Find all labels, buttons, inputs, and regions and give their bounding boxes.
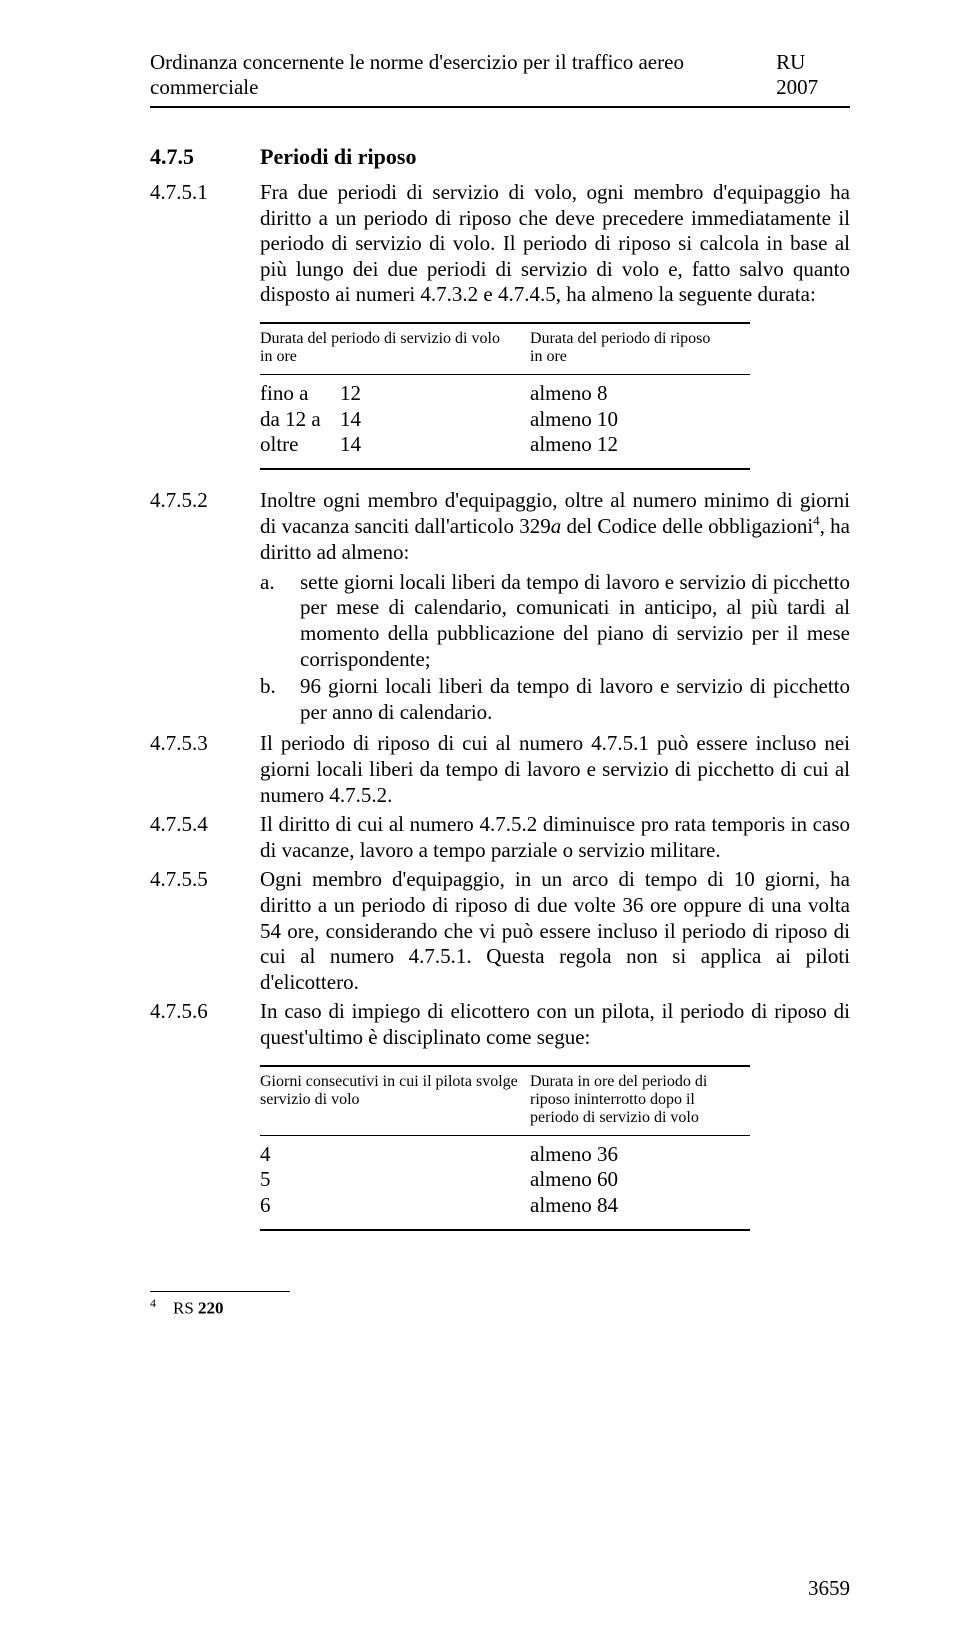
- section-4754-text: Il diritto di cui al numero 4.7.5.2 dimi…: [260, 812, 850, 863]
- s4752-b-letter: b.: [260, 674, 300, 725]
- footnote-label: RS: [173, 1298, 198, 1317]
- t2-r1-c2: almeno 60: [530, 1167, 750, 1193]
- section-4755-num: 4.7.5.5: [150, 867, 260, 995]
- footnote-bold: 220: [198, 1298, 224, 1317]
- s4752-list: a. sette giorni locali liberi da tempo d…: [260, 570, 850, 726]
- table-2-head-col2: Durata in ore del periodo di riposo inin…: [530, 1073, 750, 1127]
- t1-r1-c1: da 12 a: [260, 407, 340, 433]
- table-1-head-col2: Durata del periodo di riposo in ore: [530, 330, 750, 366]
- table-1: Durata del periodo di servizio di volo i…: [260, 322, 750, 470]
- section-4751-num: 4.7.5.1: [150, 180, 260, 308]
- section-4753-text: Il periodo di riposo di cui al numero 4.…: [260, 731, 850, 808]
- table-2: Giorni consecutivi in cui il pilota svol…: [260, 1065, 750, 1231]
- section-4751: 4.7.5.1 Fra due periodi di servizio di v…: [150, 180, 850, 308]
- section-4754-num: 4.7.5.4: [150, 812, 260, 863]
- table-1-body: fino a 12 almeno 8 da 12 a 14 almeno 10 …: [260, 375, 750, 468]
- t1-r0-c2: 12: [340, 381, 530, 407]
- section-475-title: Periodi di riposo: [260, 144, 850, 170]
- section-4756-num: 4.7.5.6: [150, 999, 260, 1050]
- table-1-head: Durata del periodo di servizio di volo i…: [260, 324, 750, 374]
- footnote-rule: [150, 1291, 290, 1292]
- t2-r2-c1: 6: [260, 1193, 530, 1219]
- t1-r2-c1: oltre: [260, 432, 340, 458]
- table-2-body: 4 almeno 36 5 almeno 60 6 almeno 84: [260, 1136, 750, 1229]
- t2-r0-c2: almeno 36: [530, 1142, 750, 1168]
- table-row: 4 almeno 36: [260, 1142, 750, 1168]
- table-row: oltre 14 almeno 12: [260, 432, 750, 458]
- t2-h2-l2: riposo ininterrotto dopo il: [530, 1091, 695, 1108]
- table-1-h2-l1: Durata del periodo di riposo: [530, 330, 710, 347]
- section-4753-num: 4.7.5.3: [150, 731, 260, 808]
- header-left: Ordinanza concernente le norme d'eserciz…: [150, 50, 776, 100]
- table-2-head-col1: Giorni consecutivi in cui il pilota svol…: [260, 1073, 530, 1127]
- section-4756: 4.7.5.6 In caso di impiego di elicottero…: [150, 999, 850, 1050]
- footnote-text: 4 RS 220: [150, 1296, 850, 1319]
- t2-r1-c1: 5: [260, 1167, 530, 1193]
- t1-r0-c1: fino a: [260, 381, 340, 407]
- t2-h2-l1: Durata in ore del periodo di: [530, 1073, 707, 1090]
- page: Ordinanza concernente le norme d'eserciz…: [0, 0, 960, 1641]
- table-1-h1-l1: Durata del periodo di servizio di volo: [260, 330, 500, 347]
- s4752-item-a: a. sette giorni locali liberi da tempo d…: [260, 570, 850, 672]
- t1-r1-c3: almeno 10: [530, 407, 750, 433]
- table-row: 6 almeno 84: [260, 1193, 750, 1219]
- section-4756-text: In caso di impiego di elicottero con un …: [260, 999, 850, 1050]
- section-4755: 4.7.5.5 Ogni membro d'equipaggio, in un …: [150, 867, 850, 995]
- section-475-heading: 4.7.5 Periodi di riposo: [150, 144, 850, 170]
- footnote-sup: 4: [150, 1296, 156, 1310]
- t2-r2-c2: almeno 84: [530, 1193, 750, 1219]
- t1-r2-c3: almeno 12: [530, 432, 750, 458]
- section-4755-text: Ogni membro d'equipaggio, in un arco di …: [260, 867, 850, 995]
- s4752-text-mid: del Codice delle obbligazioni: [561, 514, 813, 538]
- s4752-item-b: b. 96 giorni locali liberi da tempo di l…: [260, 674, 850, 725]
- s4752-a-letter: a.: [260, 570, 300, 672]
- table-1-bottom-rule: [260, 468, 750, 470]
- s4752-b-text: 96 giorni locali liberi da tempo di lavo…: [300, 674, 850, 725]
- t1-r0-c3: almeno 8: [530, 381, 750, 407]
- table-2-head: Giorni consecutivi in cui il pilota svol…: [260, 1067, 750, 1135]
- header-right: RU 2007: [776, 50, 850, 100]
- t2-h2-l3: periodo di servizio di volo: [530, 1109, 699, 1126]
- section-4751-text: Fra due periodi di servizio di volo, ogn…: [260, 180, 850, 308]
- header-rule: [150, 106, 850, 108]
- page-header: Ordinanza concernente le norme d'eserciz…: [150, 50, 850, 100]
- table-1-h1-l2: in ore: [260, 348, 297, 365]
- page-number: 3659: [808, 1576, 850, 1601]
- s4752-italic-a: a: [551, 514, 562, 538]
- table-1-h2-l2: in ore: [530, 348, 567, 365]
- s4752-a-text: sette giorni locali liberi da tempo di l…: [300, 570, 850, 672]
- table-row: 5 almeno 60: [260, 1167, 750, 1193]
- footnote-block: 4 RS 220: [150, 1291, 850, 1319]
- t1-r2-c2: 14: [340, 432, 530, 458]
- t2-h1-l2: servizio di volo: [260, 1091, 360, 1108]
- table-1-head-col1: Durata del periodo di servizio di volo i…: [260, 330, 530, 366]
- section-4752-body: Inoltre ogni membro d'equipaggio, oltre …: [260, 488, 850, 727]
- table-row: da 12 a 14 almeno 10: [260, 407, 750, 433]
- t1-r1-c2: 14: [340, 407, 530, 433]
- t2-r0-c1: 4: [260, 1142, 530, 1168]
- table-row: fino a 12 almeno 8: [260, 381, 750, 407]
- section-4752: 4.7.5.2 Inoltre ogni membro d'equipaggio…: [150, 488, 850, 727]
- section-4752-num: 4.7.5.2: [150, 488, 260, 727]
- table-2-bottom-rule: [260, 1229, 750, 1231]
- section-4754: 4.7.5.4 Il diritto di cui al numero 4.7.…: [150, 812, 850, 863]
- section-4753: 4.7.5.3 Il periodo di riposo di cui al n…: [150, 731, 850, 808]
- section-475-num: 4.7.5: [150, 144, 260, 170]
- t2-h1-l1: Giorni consecutivi in cui il pilota svol…: [260, 1073, 518, 1090]
